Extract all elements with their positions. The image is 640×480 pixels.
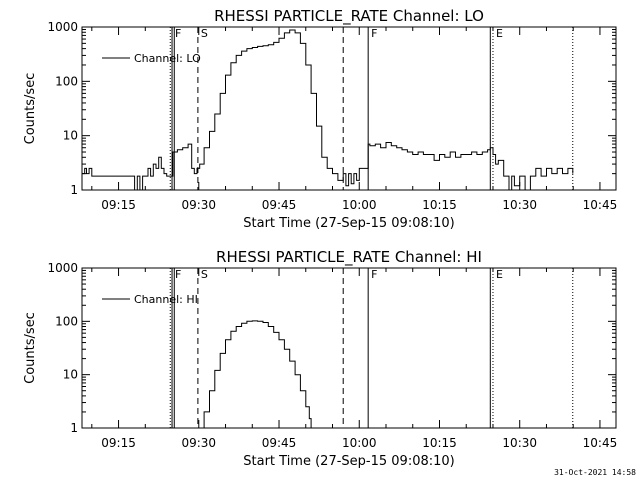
y-tick-label: 100: [55, 314, 78, 328]
event-marker-label: F: [371, 268, 377, 281]
event-marker-label: E: [496, 27, 503, 40]
event-marker-label: S: [201, 27, 208, 40]
series-line: [198, 320, 312, 429]
y-tick-label: 1000: [47, 20, 78, 34]
plot-frame: [81, 26, 617, 191]
legend-label: Channel: LO: [134, 52, 201, 65]
x-tick-label: 10:15: [422, 198, 457, 212]
x-tick-label: 10:30: [502, 436, 537, 450]
y-tick-label: 100: [55, 74, 78, 88]
timestamp: 31-Oct-2021 14:58: [554, 468, 636, 477]
x-tick-label: 10:30: [502, 198, 537, 212]
y-tick-label: 10: [63, 129, 78, 143]
event-marker-label: F: [175, 27, 181, 40]
y-tick-label: 1: [70, 421, 78, 435]
panel-hi: RHESSI PARTICLE_RATE Channel: HI Start Ti…: [23, 248, 617, 469]
plot-frame: [81, 267, 617, 429]
event-marker-label: F: [371, 27, 377, 40]
y-axis-label: Counts/sec: [23, 312, 38, 384]
x-tick-label: 09:15: [101, 436, 136, 450]
y-axis-label: Counts/sec: [23, 73, 38, 145]
panel-lo: RHESSI PARTICLE_RATE Channel: LO Start Ti…: [23, 7, 617, 231]
legend-label: Channel: HI: [134, 293, 198, 306]
x-tick-label: 09:30: [181, 436, 216, 450]
series-line: [82, 29, 574, 191]
y-tick-label: 1000: [47, 261, 78, 275]
y-tick-label: 10: [63, 368, 78, 382]
x-tick-label: 09:15: [101, 198, 136, 212]
event-marker-label: S: [201, 268, 208, 281]
y-tick-label: 1: [70, 183, 78, 197]
x-tick-label: 10:45: [583, 436, 618, 450]
x-tick-label: 10:00: [342, 198, 377, 212]
chart-title: RHESSI PARTICLE_RATE Channel: LO: [214, 7, 484, 26]
x-tick-label: 10:45: [583, 198, 618, 212]
x-tick-label: 09:45: [262, 198, 297, 212]
x-axis-label: Start Time (27-Sep-15 09:08:10): [243, 216, 454, 231]
x-tick-label: 10:00: [342, 436, 377, 450]
x-tick-label: 10:15: [422, 436, 457, 450]
event-marker-label: F: [175, 268, 181, 281]
x-axis-label: Start Time (27-Sep-15 09:08:10): [243, 454, 454, 469]
x-tick-label: 09:30: [181, 198, 216, 212]
x-tick-label: 09:45: [262, 436, 297, 450]
event-marker-label: E: [496, 268, 503, 281]
chart-title: RHESSI PARTICLE_RATE Channel: HI: [216, 248, 482, 267]
